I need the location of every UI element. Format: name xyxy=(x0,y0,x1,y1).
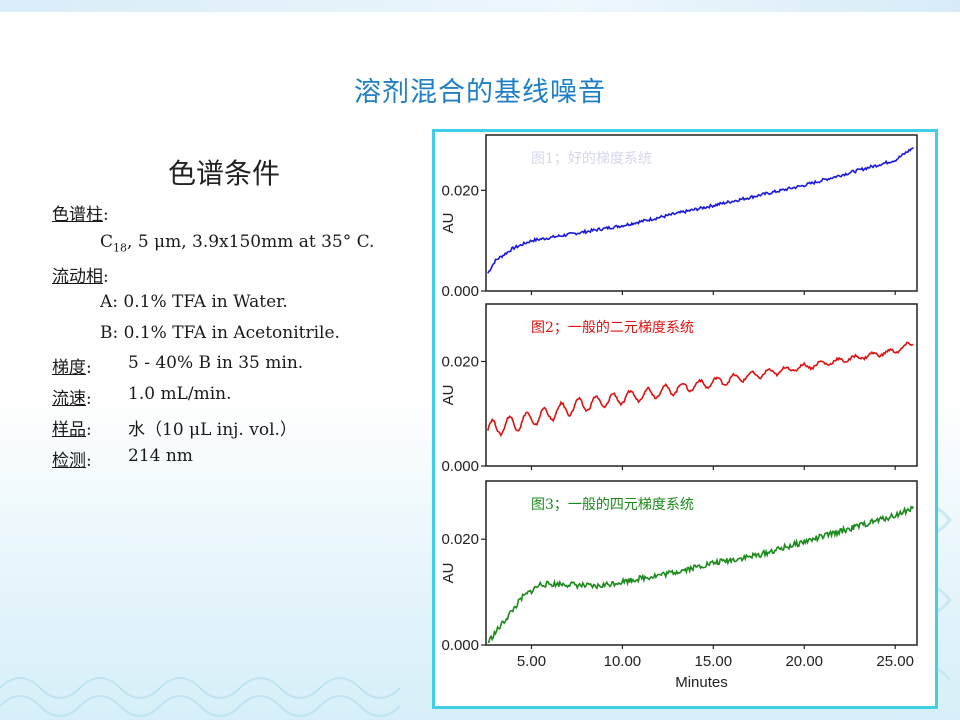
column-value-post: , 5 μm, 3.9x150mm at 35° C. xyxy=(127,232,375,252)
column-label: 色谱柱 xyxy=(52,205,103,225)
panel-title: 图3；一般的四元梯度系统 xyxy=(531,497,694,513)
column-value-pre: C xyxy=(100,232,114,252)
y-axis-label: AU xyxy=(440,385,457,406)
detection-colon: : xyxy=(86,451,92,471)
top-decor-band xyxy=(0,0,960,12)
x-tick-label: 10.00 xyxy=(604,653,642,670)
sample-colon: : xyxy=(86,420,92,440)
x-tick-label: 15.00 xyxy=(695,653,733,670)
gradient-value: 5 - 40% B in 35 min. xyxy=(128,353,304,373)
chromatogram-figure: 0.000 0.020 AU 图1；好的梯度系统 0.000 0.020 AU 图2；一般的二… xyxy=(432,129,938,709)
y-tick-label: 0.000 xyxy=(441,283,479,300)
series-line xyxy=(487,341,914,438)
y-tick-label: 0.000 xyxy=(441,637,479,654)
gradient-label: 梯度 xyxy=(52,358,86,378)
mobile-phase-row: 流动相: xyxy=(52,262,109,287)
column-value: C18, 5 μm, 3.9x150mm at 35° C. xyxy=(100,232,374,254)
mobile-phase-a: A: 0.1% TFA in Water. xyxy=(100,292,288,312)
column-value-sub: 18 xyxy=(113,241,128,255)
series-line xyxy=(487,147,914,274)
y-axis-label: AU xyxy=(440,213,457,234)
x-tick-label: 20.00 xyxy=(785,653,823,670)
mobile-phase-colon: : xyxy=(103,267,109,287)
gradient-row: 梯度: xyxy=(52,353,92,378)
x-axis-label: Minutes xyxy=(675,674,728,691)
detection-value: 214 nm xyxy=(128,446,193,466)
flow-row: 流速: xyxy=(52,384,92,409)
y-axis-label: AU xyxy=(440,563,457,584)
x-tick-label: 5.00 xyxy=(517,653,546,670)
chromatogram-svg: 0.000 0.020 AU 图1；好的梯度系统 0.000 0.020 AU 图2；一般的二… xyxy=(440,134,918,691)
column-row: 色谱柱: xyxy=(52,200,109,225)
flow-colon: : xyxy=(86,389,92,409)
flow-label: 流速 xyxy=(52,389,86,409)
plot-area xyxy=(485,480,918,646)
mobile-phase-b: B: 0.1% TFA in Acetonitrile. xyxy=(100,323,340,343)
y-tick-label: 0.020 xyxy=(441,531,479,548)
y-tick-label: 0.020 xyxy=(441,353,479,370)
plot-area xyxy=(485,303,918,467)
x-tick-label: 25.00 xyxy=(876,653,914,670)
panel-title: 图1；好的梯度系统 xyxy=(531,151,652,167)
detection-label: 检测 xyxy=(52,451,86,471)
sample-value: 水（10 μL inj. vol.） xyxy=(128,420,297,440)
column-colon: : xyxy=(103,205,109,225)
detection-row: 检测: xyxy=(52,446,92,471)
gradient-colon: : xyxy=(86,358,92,378)
panel-title: 图2；一般的二元梯度系统 xyxy=(531,320,694,336)
y-tick-label: 0.000 xyxy=(441,458,479,475)
sample-label: 样品 xyxy=(52,420,86,440)
plot-area xyxy=(485,134,918,292)
flow-value: 1.0 mL/min. xyxy=(128,384,232,404)
wave-decoration xyxy=(0,677,401,717)
y-tick-label: 0.020 xyxy=(441,182,479,199)
series-line xyxy=(487,505,915,643)
sample-row: 样品: xyxy=(52,415,92,440)
conditions-heading: 色谱条件 xyxy=(168,157,281,190)
mobile-phase-label: 流动相 xyxy=(52,267,103,287)
slide-title: 溶剂混合的基线噪音 xyxy=(354,77,606,108)
